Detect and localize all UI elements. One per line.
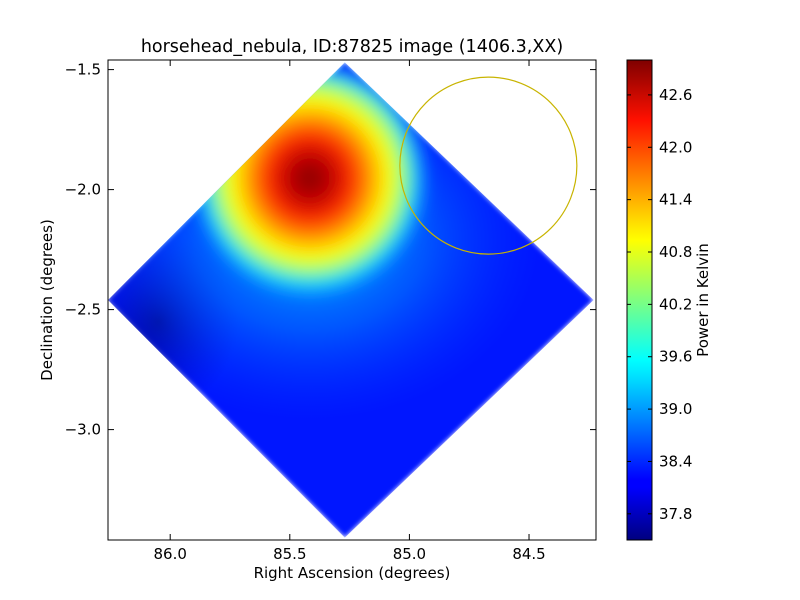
x-tick-label: 85.0: [393, 545, 426, 563]
x-tick-label: 86.0: [153, 545, 186, 563]
colorbar-tick-label: 37.8: [659, 505, 692, 523]
y-axis: −1.5 −2.0 −2.5 −3.0: [65, 61, 596, 439]
colorbar: [626, 59, 653, 541]
plot-frame: [107, 59, 597, 541]
x-tick-label: 84.5: [512, 545, 545, 563]
chart-title: horsehead_nebula, ID:87825 image (1406.3…: [141, 37, 563, 57]
circle-marker: [399, 76, 578, 255]
x-axis: 86.0 85.5 85.0 84.5: [153, 60, 546, 563]
colorbar-ticks: 37.8 38.4 39.0 39.6 40.2 40.8 41.4 42.0 42.6: [627, 86, 692, 523]
x-axis-label: Right Ascension (degrees): [254, 564, 451, 582]
colorbar-tick-label: 38.4: [659, 452, 692, 470]
colorbar-tick-label: 41.4: [659, 191, 692, 209]
colorbar-tick-label: 39.0: [659, 400, 692, 418]
y-tick-label: −2.5: [65, 301, 101, 319]
y-tick-label: −3.0: [65, 421, 101, 439]
x-tick-label: 85.5: [273, 545, 306, 563]
colorbar-tick-label: 39.6: [659, 348, 692, 366]
colorbar-label: Power in Kelvin: [694, 243, 712, 357]
emission-peak: [191, 62, 428, 296]
colorbar-tick-label: 42.6: [659, 86, 692, 104]
y-tick-label: −2.0: [65, 181, 101, 199]
heatmap-layer: [108, 62, 594, 538]
y-axis-label: Declination (degrees): [38, 219, 56, 381]
colorbar-tick-label: 42.0: [659, 138, 692, 156]
y-tick-label: −1.5: [65, 61, 101, 79]
colorbar-tick-label: 40.2: [659, 295, 692, 313]
colorbar-tick-label: 40.8: [659, 243, 692, 261]
